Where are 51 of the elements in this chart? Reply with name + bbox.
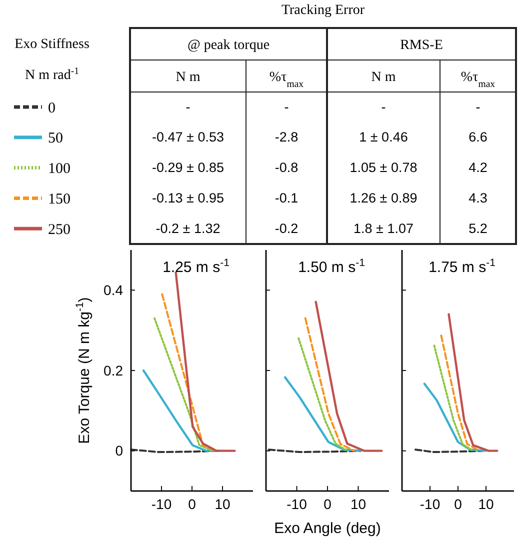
y-tick-label: 0.2 (104, 362, 124, 378)
text: -0.2 (274, 221, 298, 236)
text: 1.75 m s$^{-1}$ (428, 257, 496, 276)
text: - (476, 100, 480, 115)
legend-title: Exo Stiffness N m rad$^{-1}$ (14, 37, 90, 83)
x-axis-title: Exo Angle (deg) (274, 520, 381, 537)
x-tick-label: -10 (286, 496, 308, 512)
y-tick-label: 0.4 (104, 282, 124, 298)
text: %τ$_{max}$ (269, 70, 304, 90)
x-tick-label: 10 (350, 496, 366, 512)
x-tick-label: 0 (324, 496, 332, 512)
text: - (186, 100, 190, 115)
x-tick-label: 10 (478, 496, 494, 512)
text: 1.26 ± 0.89 (350, 190, 418, 206)
x-tick-label: -10 (151, 496, 172, 512)
text: 5.2 (468, 221, 488, 236)
text: %τ$_{max}$ (460, 70, 496, 90)
legend-label: 250 (48, 222, 70, 238)
text: 1 ± 0.46 (359, 130, 408, 145)
line-series (153, 317, 214, 452)
text: N m (176, 70, 200, 85)
text: -0.29 ± 0.85 (152, 160, 224, 176)
text: 1.05 ± 0.78 (350, 160, 418, 176)
text: - (284, 100, 289, 115)
text: -0.2 ± 1.32 (156, 221, 220, 236)
text: 1.8 ± 1.07 (354, 221, 414, 236)
text: N m (371, 70, 396, 85)
text: 1.50 m s$^{-1}$ (298, 257, 366, 276)
text: -2.8 (274, 130, 298, 145)
y-tick-label: 0 (115, 442, 124, 459)
legend-label: 150 (48, 191, 70, 208)
text: -0.47 ± 0.53 (152, 130, 224, 145)
x-tick-label: 10 (214, 496, 230, 512)
text: @ peak torque (187, 38, 270, 53)
text: Tracking Error (281, 3, 365, 18)
text: 4.3 (468, 190, 488, 206)
text: -0.8 (274, 160, 298, 176)
text: - (381, 100, 386, 115)
text: -0.13 ± 0.95 (152, 190, 224, 206)
x-tick-label: 0 (454, 496, 462, 512)
text: 4.2 (468, 160, 488, 176)
text: 6.6 (468, 130, 488, 145)
x-tick-label: -10 (420, 496, 440, 512)
text: RMS-E (400, 38, 443, 53)
line-series (174, 271, 236, 452)
legend-label: 0 (48, 100, 56, 116)
legend-label: 100 (48, 161, 70, 178)
legend-label: 50 (48, 130, 63, 147)
text: 1.25 m s$^{-1}$ (162, 257, 230, 276)
text: -0.1 (274, 190, 298, 206)
x-tick-label: 0 (188, 496, 196, 512)
